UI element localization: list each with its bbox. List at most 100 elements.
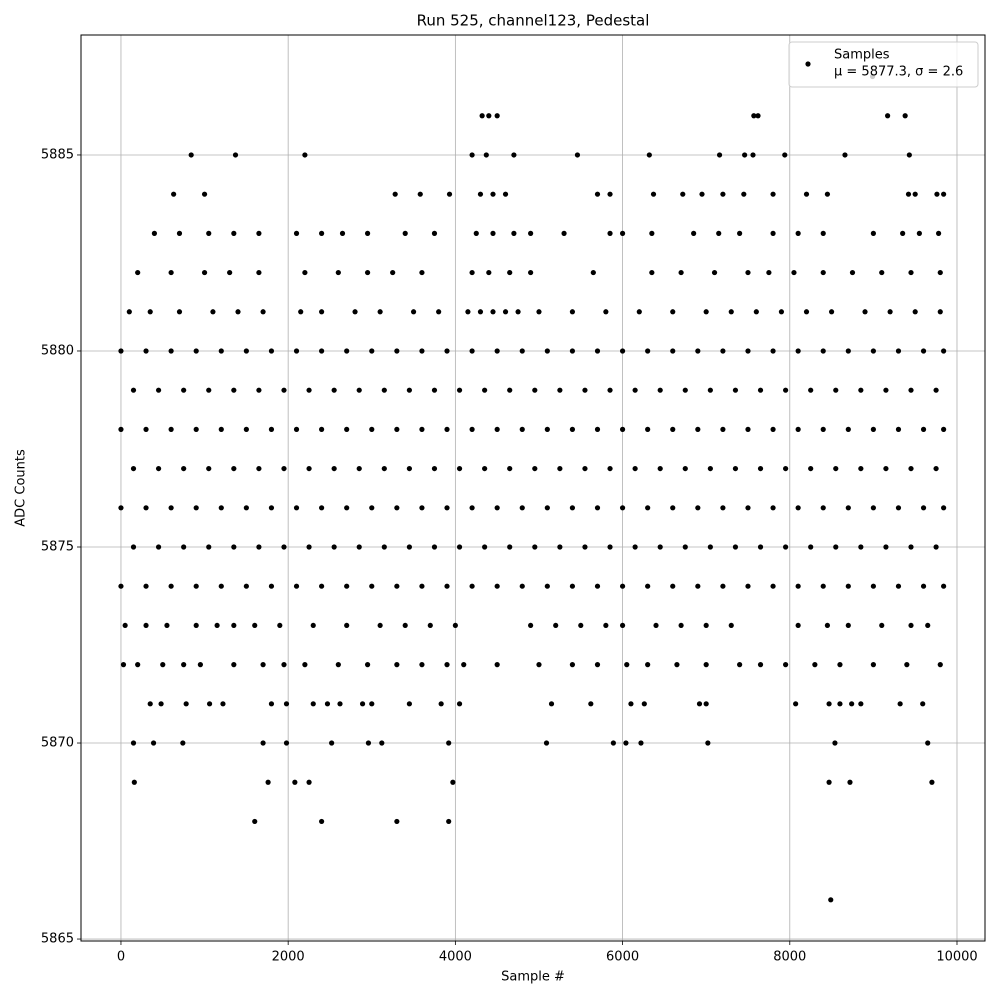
point: [912, 191, 918, 197]
y-tick-label: 5885: [41, 147, 74, 162]
point: [934, 191, 940, 197]
point: [118, 426, 124, 432]
point: [937, 662, 943, 668]
x-tick-label: 6000: [606, 950, 639, 965]
point: [845, 622, 851, 629]
point: [770, 230, 776, 236]
point: [281, 544, 287, 550]
point: [446, 818, 452, 825]
point: [193, 583, 199, 589]
point: [900, 230, 906, 236]
point: [849, 701, 855, 707]
point: [181, 544, 187, 550]
point: [607, 544, 613, 550]
point: [742, 152, 748, 158]
point: [553, 622, 559, 629]
point: [578, 622, 584, 629]
point: [438, 701, 444, 707]
y-axis-label: ADC Counts: [14, 449, 29, 527]
point: [707, 544, 713, 550]
point: [369, 701, 375, 707]
point: [469, 426, 475, 432]
point: [569, 505, 576, 511]
point: [143, 426, 149, 432]
point: [181, 662, 187, 668]
point: [494, 505, 500, 511]
point: [143, 505, 149, 511]
point: [941, 191, 947, 197]
point: [118, 348, 124, 354]
point: [231, 230, 237, 236]
point: [265, 779, 271, 785]
point: [845, 426, 851, 432]
point: [130, 387, 137, 393]
point: [402, 622, 408, 629]
point: [847, 779, 853, 785]
point: [828, 309, 835, 315]
point: [281, 465, 287, 472]
point: [431, 465, 438, 472]
point: [490, 191, 496, 197]
point: [720, 426, 726, 432]
point: [130, 544, 137, 550]
point: [494, 426, 500, 432]
point: [394, 818, 400, 825]
point: [283, 701, 290, 707]
point: [858, 544, 864, 550]
point: [406, 387, 412, 393]
point: [770, 191, 776, 197]
point: [699, 191, 705, 197]
point: [895, 583, 902, 589]
point: [483, 152, 489, 158]
point: [281, 662, 287, 668]
point: [147, 701, 153, 707]
point: [632, 544, 638, 550]
x-tick-label: 0: [117, 950, 125, 965]
point: [632, 465, 638, 472]
point: [369, 583, 375, 589]
point: [206, 465, 212, 472]
point: [528, 622, 534, 629]
point: [906, 152, 912, 158]
point: [143, 583, 149, 589]
point: [256, 544, 262, 550]
point: [870, 583, 876, 589]
point: [473, 230, 479, 236]
point: [344, 426, 350, 432]
point: [603, 622, 609, 629]
point: [218, 505, 224, 511]
point: [770, 583, 776, 589]
point: [824, 191, 831, 197]
point: [720, 583, 726, 589]
point: [770, 426, 776, 432]
point: [479, 113, 485, 119]
point: [904, 662, 910, 668]
point: [381, 387, 387, 393]
point: [206, 701, 213, 707]
point: [329, 740, 335, 746]
point: [392, 191, 398, 197]
point: [281, 387, 287, 393]
point: [490, 309, 496, 315]
point: [569, 348, 576, 354]
y-tick-label: 5865: [41, 932, 74, 947]
point: [390, 269, 396, 276]
point: [826, 701, 832, 707]
point: [180, 740, 186, 746]
point: [808, 465, 814, 472]
point: [641, 701, 647, 707]
point: [619, 426, 626, 432]
point: [410, 309, 417, 315]
point: [824, 622, 831, 629]
point: [293, 426, 300, 432]
point: [695, 583, 701, 589]
point: [732, 465, 739, 472]
point: [941, 426, 947, 432]
point: [646, 152, 652, 158]
x-tick-label: 4000: [439, 950, 472, 965]
point: [536, 309, 542, 315]
point: [920, 701, 926, 707]
point: [406, 701, 412, 707]
point: [218, 583, 224, 589]
point: [168, 348, 174, 354]
